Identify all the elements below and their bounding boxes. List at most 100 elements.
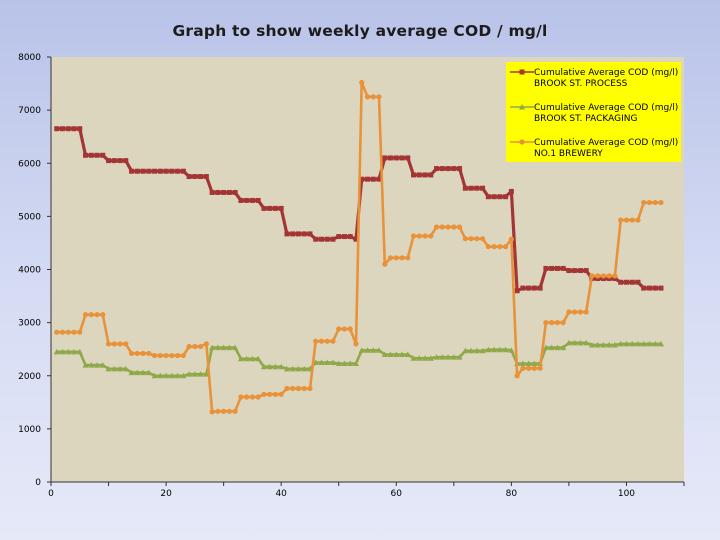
data-point [105, 365, 112, 372]
legend-item: Cumulative Average COD (mg/l)BROOK ST. P… [510, 103, 678, 124]
data-point [77, 329, 83, 335]
data-point [595, 276, 601, 282]
data-point [565, 339, 572, 346]
data-point [272, 363, 279, 370]
data-point [76, 348, 83, 355]
data-point [100, 312, 106, 318]
data-point [168, 372, 175, 379]
data-point [186, 371, 193, 377]
data-point [295, 231, 301, 237]
data-point [301, 365, 308, 372]
data-point [566, 309, 572, 315]
data-point [244, 197, 250, 203]
data-point [192, 174, 198, 180]
data-point [583, 309, 589, 315]
data-point [370, 347, 377, 353]
data-point [123, 341, 129, 347]
data-point [249, 197, 255, 203]
data-point [537, 365, 543, 371]
data-point [313, 236, 319, 242]
data-point [462, 185, 468, 191]
data-point [623, 279, 629, 285]
data-point [209, 189, 215, 195]
data-point [249, 394, 256, 400]
data-point [485, 194, 491, 200]
data-point [364, 347, 371, 353]
x-tick-label: 20 [160, 489, 172, 499]
data-point [313, 338, 319, 344]
y-tick-label: 2000 [18, 372, 41, 382]
legend-label: Cumulative Average COD (mg/l) [534, 68, 678, 78]
data-point [347, 326, 353, 332]
data-point [543, 265, 549, 271]
data-point [347, 234, 353, 240]
data-point [318, 359, 325, 365]
data-point [203, 341, 209, 347]
data-point [376, 176, 382, 182]
data-point [491, 346, 498, 353]
data-point [186, 174, 192, 180]
data-point [140, 369, 147, 376]
data-point [140, 168, 146, 174]
data-point [94, 362, 101, 368]
data-point [572, 309, 578, 315]
data-point [134, 168, 140, 174]
data-point [457, 166, 463, 172]
data-point [261, 205, 267, 211]
data-point [543, 320, 549, 326]
data-point [71, 329, 77, 335]
data-point [468, 236, 474, 242]
data-point [560, 320, 566, 326]
data-point [479, 347, 486, 354]
data-point [65, 329, 71, 335]
data-point [634, 340, 641, 347]
data-point [526, 365, 532, 371]
data-point [445, 166, 451, 172]
data-point [554, 344, 561, 351]
data-point [600, 273, 607, 279]
data-point [221, 408, 227, 414]
data-point [272, 205, 278, 211]
data-point [496, 346, 503, 353]
data-point [520, 285, 526, 291]
data-point [123, 158, 129, 164]
data-point [450, 354, 457, 360]
data-point [237, 355, 244, 362]
data-point [456, 354, 463, 360]
data-point [180, 352, 186, 359]
data-point [508, 347, 515, 353]
data-point [278, 363, 285, 370]
x-tick-label: 0 [48, 489, 54, 499]
data-point [220, 344, 227, 351]
data-point [163, 372, 170, 379]
x-tick-label: 80 [506, 489, 518, 499]
data-point [169, 352, 175, 359]
y-tick-label: 0 [35, 478, 41, 488]
data-point [652, 199, 658, 206]
data-point [347, 360, 354, 367]
data-point [404, 351, 411, 357]
data-point [283, 365, 290, 372]
data-point [393, 351, 400, 357]
data-point [359, 79, 365, 86]
data-point [111, 158, 117, 164]
data-point [324, 236, 330, 242]
data-point [157, 168, 163, 174]
data-point [353, 341, 359, 347]
data-point [221, 189, 227, 195]
data-point [146, 350, 152, 357]
data-point [209, 344, 216, 351]
data-point [428, 233, 434, 239]
data-point [542, 344, 549, 351]
data-point [606, 273, 612, 279]
data-point [163, 168, 169, 174]
data-point [508, 236, 514, 242]
data-point [433, 354, 440, 360]
data-point [629, 217, 635, 223]
data-point [111, 365, 118, 372]
data-point [405, 255, 411, 261]
data-point [129, 168, 135, 174]
data-point [641, 199, 647, 206]
data-point [600, 276, 606, 282]
